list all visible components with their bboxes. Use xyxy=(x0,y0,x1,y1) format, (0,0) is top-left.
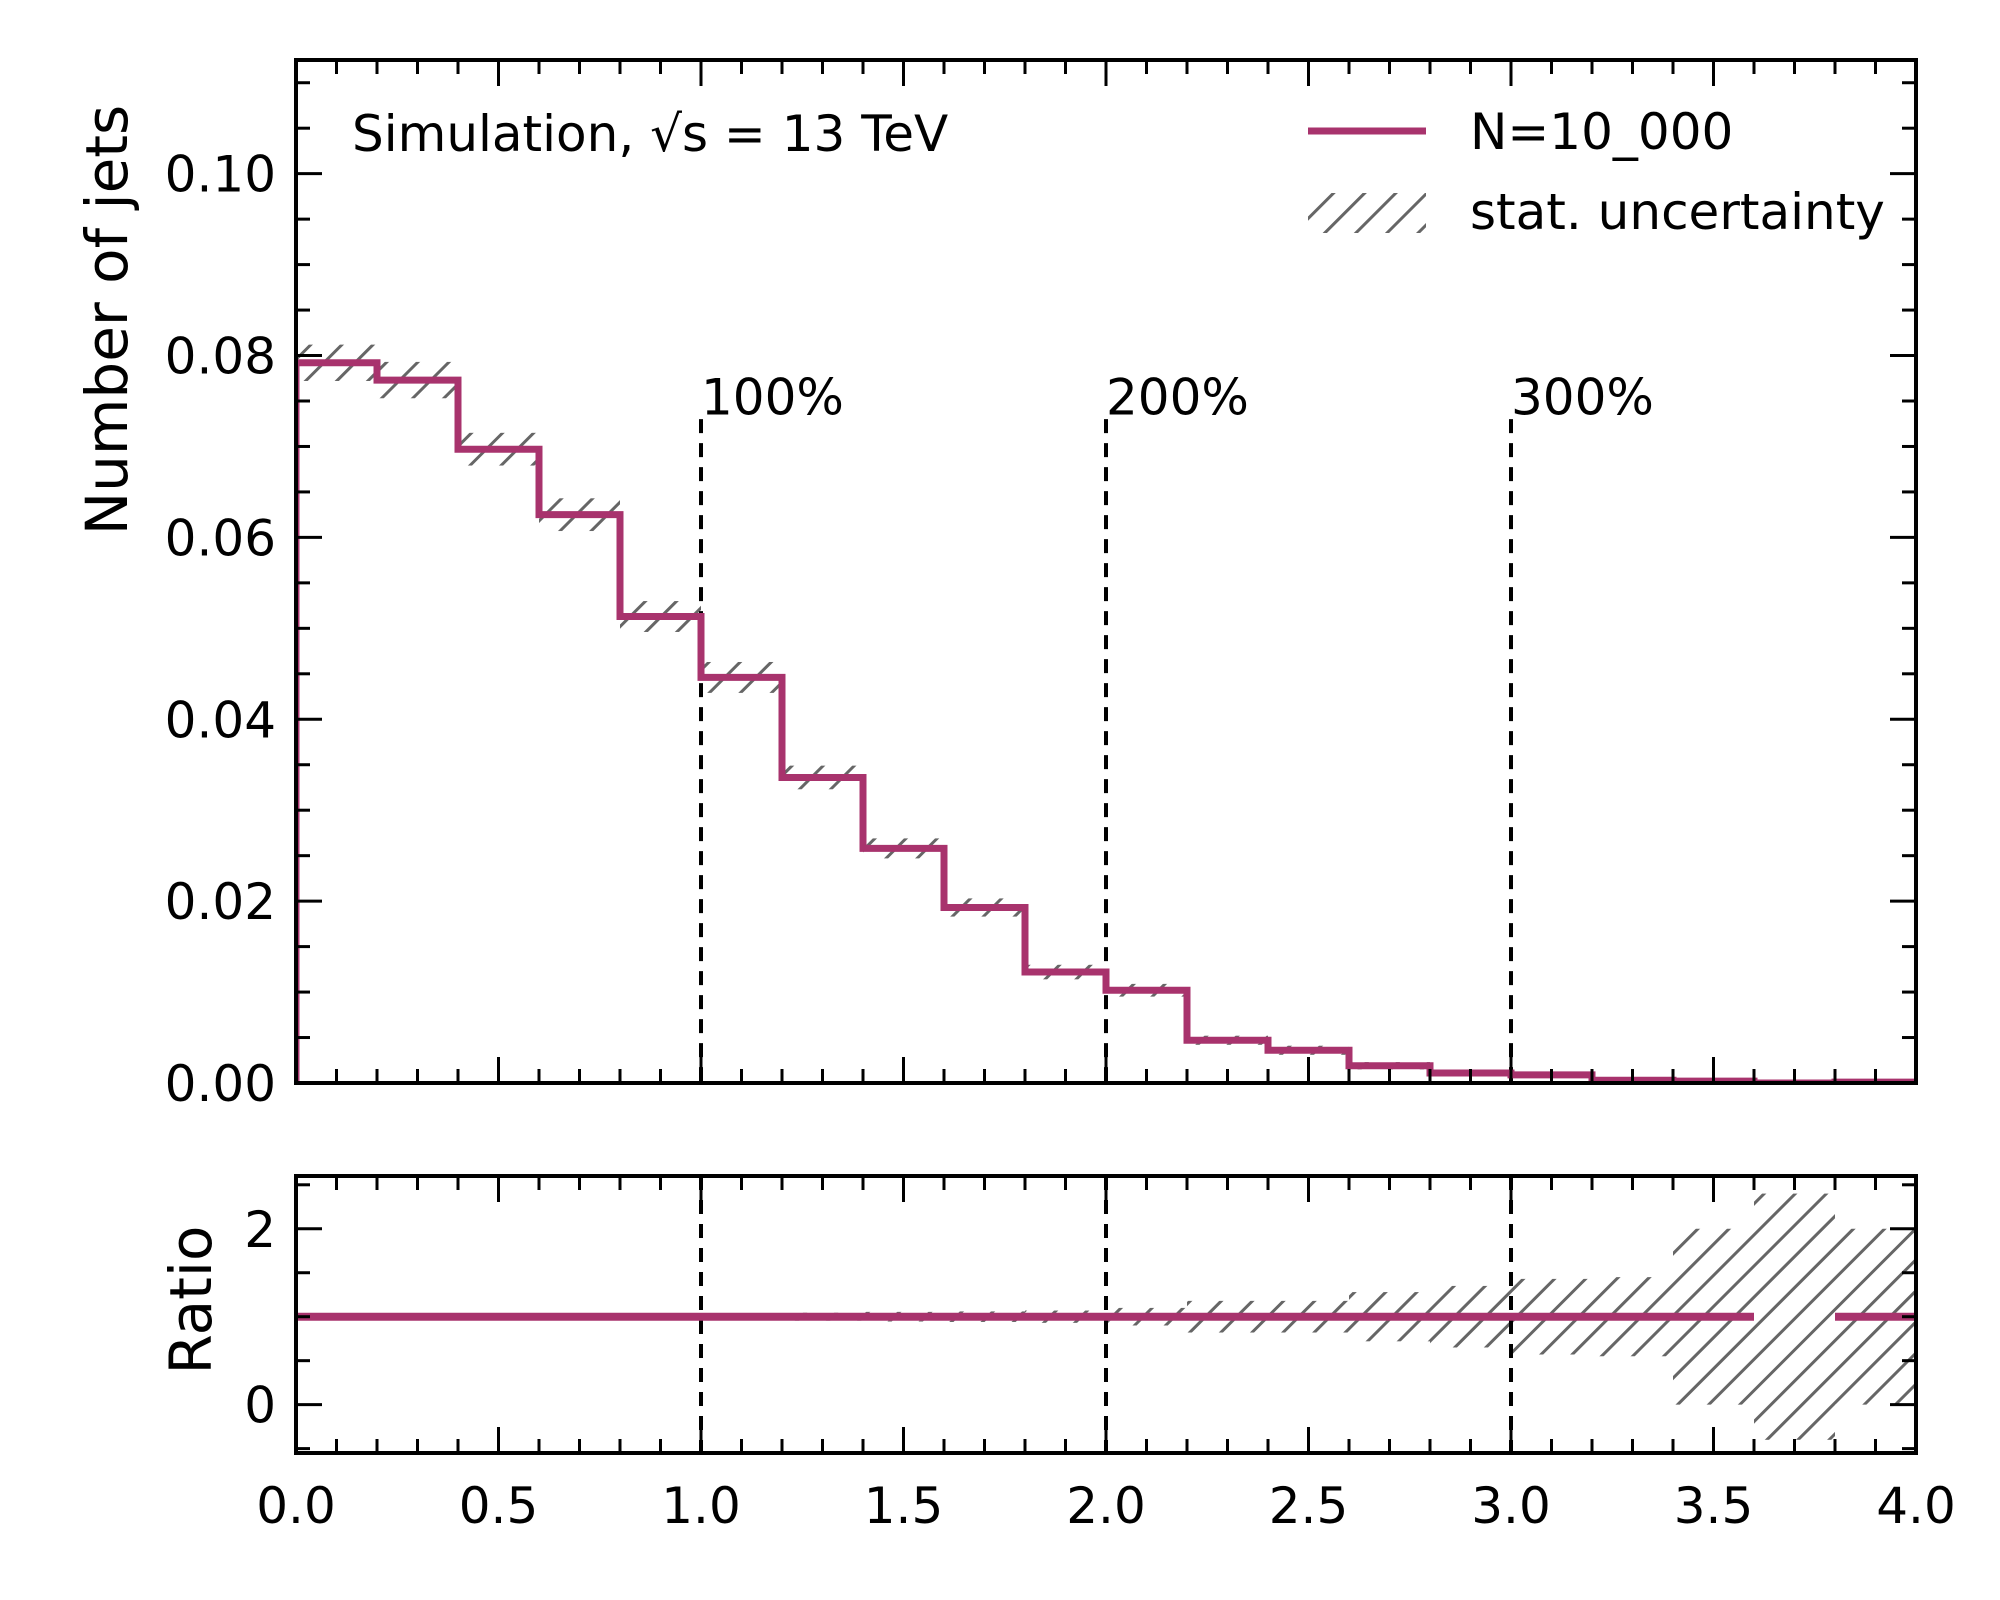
legend-uncertainty-label: stat. uncertainty xyxy=(1470,183,1885,241)
x-tick-label: 1.0 xyxy=(661,1477,741,1535)
x-tick-label: 0.0 xyxy=(256,1477,336,1535)
marker-labels: 100% 200% 300% xyxy=(701,369,1654,427)
main-ticks xyxy=(294,60,1918,1085)
x-tick-label: 2.0 xyxy=(1066,1477,1146,1535)
main-frame xyxy=(294,58,1918,1085)
simulation-annotation: Simulation, √s = 13 TeV xyxy=(352,105,948,163)
main-ylabel: Number of jets xyxy=(73,105,141,536)
x-tick-label: 2.5 xyxy=(1269,1477,1349,1535)
ratio-panel: 02 Ratio xyxy=(157,1174,1918,1455)
y-tick-label: 0.02 xyxy=(165,873,276,931)
x-tick-label: 0.5 xyxy=(459,1477,539,1535)
main-ytick-labels: 0.00 0.02 0.04 0.06 0.08 0.10 xyxy=(165,146,276,1113)
x-tick-label: 3.0 xyxy=(1471,1477,1551,1535)
ratio-ylabel: Ratio xyxy=(157,1226,225,1375)
x-tick-label: 4.0 xyxy=(1876,1477,1956,1535)
y-tick-label: 0.00 xyxy=(165,1055,276,1113)
marker-label: 100% xyxy=(701,369,844,427)
ratio-ytick-labels: 02 xyxy=(244,1201,276,1435)
x-tick-label: 1.5 xyxy=(864,1477,944,1535)
legend-hatch-swatch xyxy=(1308,193,1426,233)
ratio-y-tick-label: 2 xyxy=(244,1201,276,1259)
y-tick-label: 0.10 xyxy=(165,146,276,204)
main-histogram-line xyxy=(296,359,1916,1083)
y-tick-label: 0.04 xyxy=(165,691,276,749)
ratio-uncertainty-bin xyxy=(1754,1193,1835,1440)
legend: N=10_000 stat. uncertainty xyxy=(1308,103,1885,241)
legend-series-label: N=10_000 xyxy=(1470,103,1733,161)
y-tick-label: 0.08 xyxy=(165,328,276,386)
main-panel: 0.000.020.040.060.080.10 Number of jets … xyxy=(73,58,1918,1113)
ratio-frame xyxy=(294,1174,1918,1455)
y-tick-label: 0.06 xyxy=(165,509,276,567)
x-tick-labels: 0.0 0.5 1.0 1.5 2.0 2.5 3.0 3.5 4.0 xyxy=(256,1477,1956,1535)
marker-label: 200% xyxy=(1106,369,1249,427)
ratio-y-tick-label: 0 xyxy=(244,1377,276,1435)
marker-label: 300% xyxy=(1511,369,1654,427)
x-tick-label: 3.5 xyxy=(1674,1477,1754,1535)
